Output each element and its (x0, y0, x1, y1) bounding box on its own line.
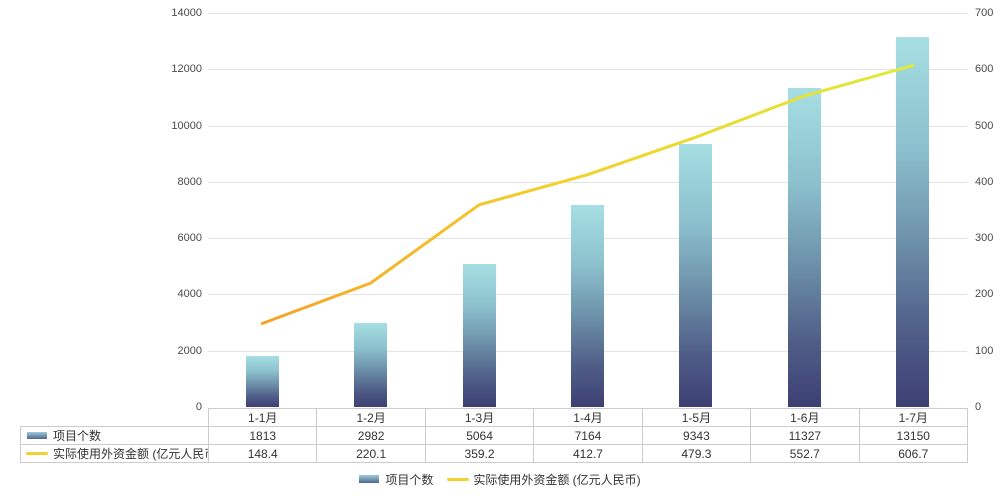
line-series-marker-icon (447, 477, 470, 481)
right-axis-tick-label: 0 (975, 401, 982, 413)
legend-line-label: 实际使用外资金额 (亿元人民币) (473, 472, 641, 487)
value-cell: 220.1 (316, 444, 426, 463)
left-axis-tick-label: 10000 (171, 120, 202, 132)
bar-1-3月[interactable] (463, 264, 496, 407)
legend-bar-label: 项目个数 (385, 472, 434, 487)
gridline (208, 126, 967, 127)
right-axis-tick-label: 400 (975, 176, 994, 188)
value-cell: 552.7 (750, 444, 860, 463)
bar-1-6月[interactable] (788, 88, 821, 407)
right-axis-tick-label: 600 (975, 63, 994, 75)
value-cell: 5064 (424, 426, 535, 445)
value-cell: 2982 (316, 426, 426, 445)
bar-series-marker-icon (359, 475, 380, 483)
category-cell: 1-4月 (533, 408, 643, 427)
series-row-header: 实际使用外资金额 (亿元人民币) (20, 444, 209, 463)
table-row-categories: 1-1月 1-2月 1-3月 1-4月 1-5月 1-6月 1-7月 (21, 408, 968, 427)
value-cell: 359.2 (424, 444, 535, 463)
series-row-header: 项目个数 (20, 426, 209, 445)
value-cell: 9343 (641, 426, 752, 445)
bar-1-7月[interactable] (896, 37, 929, 407)
left-axis-tick-label: 6000 (177, 232, 202, 244)
line-series-marker-icon (26, 452, 48, 456)
category-cell: 1-7月 (858, 408, 968, 427)
value-cell: 412.7 (533, 444, 643, 463)
left-axis-tick-label: 14000 (171, 7, 202, 19)
right-axis-tick-label: 500 (975, 120, 994, 132)
legend-item-line-series[interactable]: 实际使用外资金额 (亿元人民币) (437, 471, 641, 488)
value-cell: 11327 (750, 426, 860, 445)
line-series[interactable] (260, 64, 915, 325)
plot-area (208, 13, 967, 407)
value-cell: 7164 (533, 426, 643, 445)
data-table: 1-1月 1-2月 1-3月 1-4月 1-5月 1-6月 1-7月项目个数 1813 2982… (20, 408, 968, 463)
category-cell: 1-2月 (316, 408, 426, 427)
legend-item-bar-series[interactable]: 项目个数 (359, 471, 433, 488)
left-axis-tick-label: 0 (195, 401, 202, 413)
left-axis-tick-label: 2000 (177, 345, 202, 357)
table-row-bar-series: 项目个数 1813 2982 5064 7164 9343 11327 13150 (20, 426, 968, 445)
value-cell: 606.7 (858, 444, 968, 463)
table-row-line-series: 实际使用外资金额 (亿元人民币) 148.4 220.1 359.2 412.7 479.… (20, 444, 968, 463)
chart-legend: 项目个数 实际使用外资金额 (亿元人民币) (0, 470, 1000, 488)
value-cell: 479.3 (641, 444, 752, 463)
gridline (208, 69, 967, 70)
right-axis-tick-label: 300 (975, 232, 994, 244)
bar-1-2月[interactable] (354, 323, 387, 407)
right-axis-tick-label: 100 (975, 345, 994, 357)
category-cell: 1-6月 (750, 408, 860, 427)
gridline (208, 13, 967, 14)
bar-series-marker-icon (27, 432, 47, 440)
left-axis-tick-label: 12000 (171, 63, 202, 75)
left-axis-tick-label: 4000 (177, 288, 202, 300)
right-axis-tick-label: 200 (975, 288, 994, 300)
category-cell: 1-3月 (424, 408, 535, 427)
series-name-label: 实际使用外资金额 (亿元人民币) (53, 447, 209, 461)
bar-1-4月[interactable] (571, 205, 604, 407)
value-cell: 1813 (207, 426, 318, 445)
bar-1-5月[interactable] (679, 144, 712, 407)
right-axis-tick-label: 700 (975, 7, 994, 19)
gridline (208, 182, 967, 183)
value-cell: 148.4 (207, 444, 318, 463)
category-cell: 1-1月 (207, 408, 318, 427)
value-cell: 13150 (858, 426, 968, 445)
bar-1-1月[interactable] (246, 356, 279, 407)
left-axis-tick-label: 8000 (177, 176, 202, 188)
series-name-label: 项目个数 (53, 429, 102, 443)
category-cell: 1-5月 (641, 408, 752, 427)
